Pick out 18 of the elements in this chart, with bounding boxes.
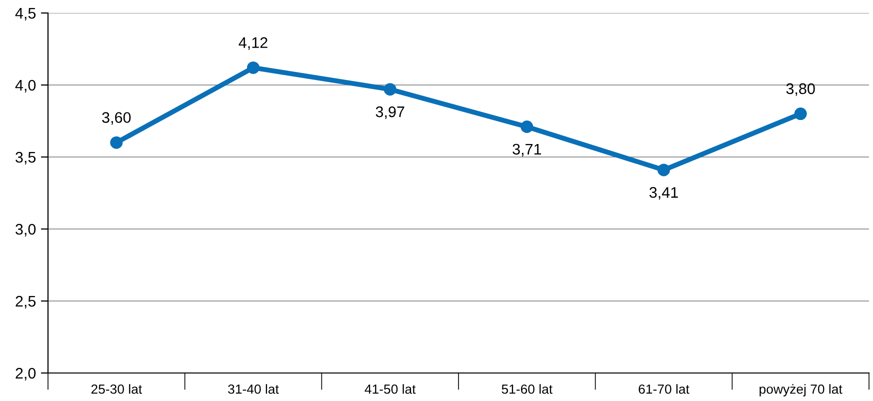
data-label: 3,41 [649, 187, 678, 200]
y-tick-label: 4,0 [15, 80, 36, 92]
data-label: 3,80 [786, 83, 815, 96]
y-tick-label: 3,0 [16, 224, 36, 236]
data-label: 4,12 [238, 37, 268, 50]
x-tick-label: 31-40 lat [228, 384, 279, 394]
y-tick-label: 2,5 [16, 296, 36, 308]
y-tick-label: 4,5 [15, 8, 36, 20]
x-tick-label: 51-60 lat [502, 384, 552, 394]
y-tick-label: 3,5 [16, 152, 36, 164]
x-tick-label: 41-50 lat [364, 384, 416, 394]
x-tick-label: powyżej 70 lat [760, 384, 842, 396]
y-tick-label: 2,0 [16, 368, 36, 380]
data-label: 3,97 [376, 106, 404, 120]
x-tick-label: 61-70 lat [638, 384, 690, 394]
x-tick-label: 25-30 lat [91, 384, 142, 394]
data-label: 3,60 [102, 112, 131, 125]
data-label: 3,71 [512, 144, 542, 156]
